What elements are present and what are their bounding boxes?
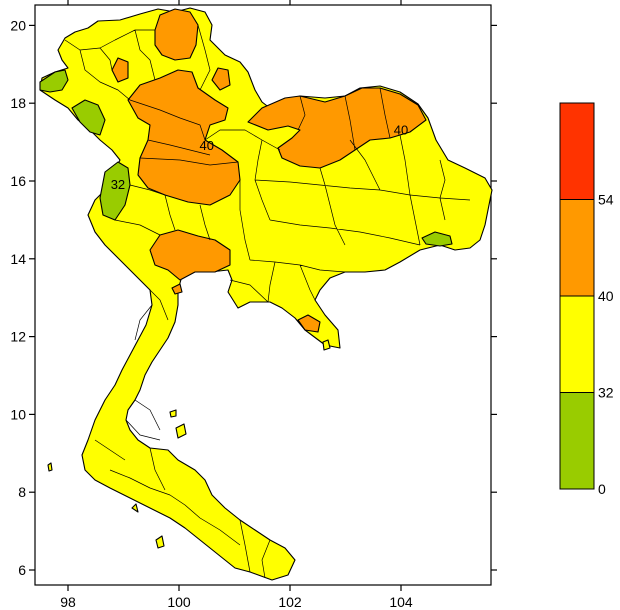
island-group bbox=[47, 339, 331, 549]
legend-bin-swatch bbox=[559, 102, 595, 200]
map-frame bbox=[34, 4, 492, 586]
y-tick-label: 16 bbox=[10, 173, 26, 189]
orange-zone-small-coast bbox=[171, 283, 183, 295]
green-zone-west bbox=[71, 99, 106, 136]
orange-zone-central-south bbox=[149, 229, 231, 281]
orange-zone-southeast-coast bbox=[297, 314, 321, 333]
y-tick-label: 8 bbox=[18, 484, 26, 500]
orange-zone-north-spot bbox=[111, 57, 129, 83]
legend-label: 40 bbox=[598, 288, 614, 304]
axis-layer: 98 100 102 104 6 8 10 12 14 16 18 20 bbox=[10, 0, 497, 610]
x-tick-label: 104 bbox=[389, 594, 413, 610]
green-zone-east bbox=[421, 231, 453, 247]
x-tick-label: 98 bbox=[60, 594, 76, 610]
x-tick-label: 102 bbox=[278, 594, 302, 610]
contour-label: 32 bbox=[111, 177, 125, 192]
legend-label: 32 bbox=[598, 385, 614, 401]
orange-zone-north-top bbox=[154, 8, 199, 61]
contour-label-layer: 40 40 32 bbox=[111, 122, 409, 191]
province-boundaries bbox=[64, 24, 471, 579]
contour-label: 40 bbox=[394, 122, 408, 137]
y-tick-label: 6 bbox=[18, 562, 26, 578]
legend-bin-swatch bbox=[559, 199, 595, 297]
thailand-landmass bbox=[39, 7, 493, 581]
y-tick-label: 18 bbox=[10, 95, 26, 111]
green-zone-northwest-tip bbox=[39, 69, 69, 93]
legend-label: 0 bbox=[598, 481, 606, 497]
legend-colorbar: 0 32 40 54 bbox=[559, 102, 614, 497]
y-tick-label: 10 bbox=[10, 406, 26, 422]
legend-bin-swatch bbox=[559, 392, 595, 490]
green-zone-southwest bbox=[99, 161, 131, 221]
contour-label: 40 bbox=[200, 138, 214, 153]
y-tick-label: 20 bbox=[10, 17, 26, 33]
orange-zone-northeast-spot bbox=[211, 67, 231, 91]
y-tick-label: 14 bbox=[10, 251, 26, 267]
legend-bin-swatch bbox=[559, 295, 595, 393]
legend-label: 54 bbox=[598, 192, 614, 208]
y-tick-label: 12 bbox=[10, 329, 26, 345]
x-tick-label: 100 bbox=[167, 594, 191, 610]
